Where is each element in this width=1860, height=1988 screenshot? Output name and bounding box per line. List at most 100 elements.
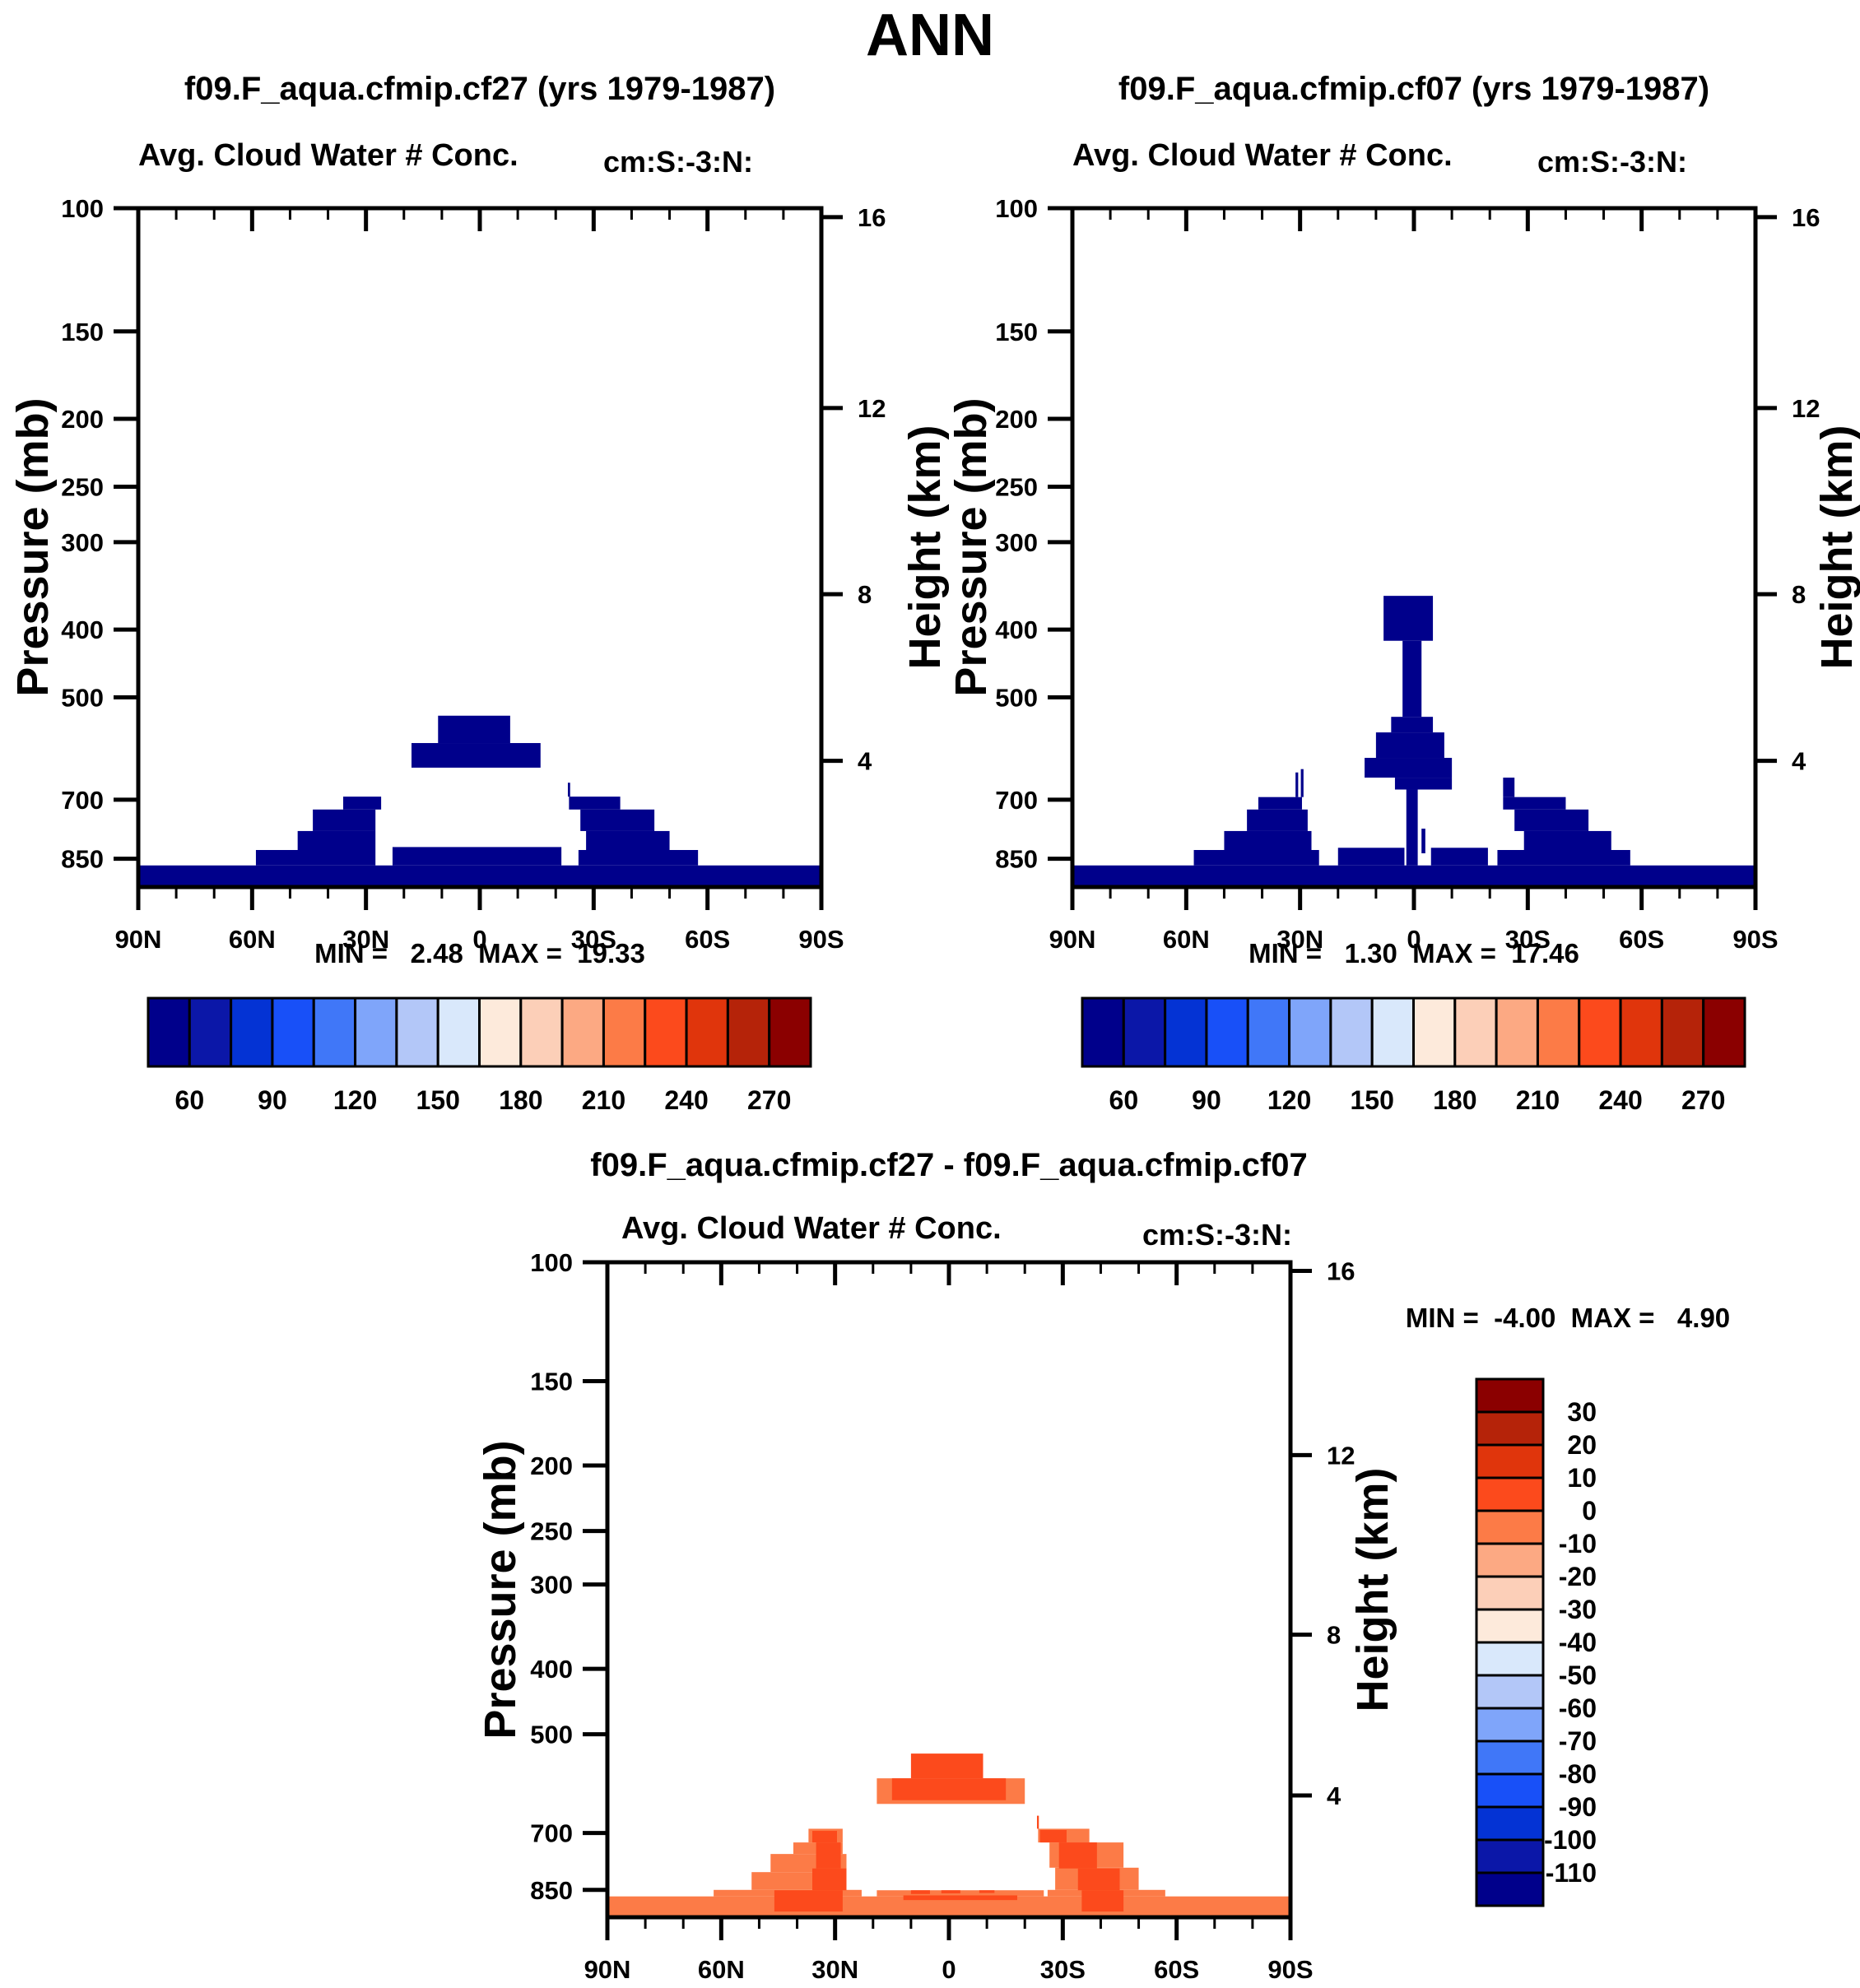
colorbar-label: 120 (333, 1085, 377, 1115)
pressure-tick-label: 200 (530, 1452, 573, 1480)
colorbar-label: 240 (664, 1085, 708, 1115)
pressure-tick-label: 100 (995, 194, 1038, 223)
panel3-minmax: MIN = -4.00 MAX = 4.90 (1405, 1303, 1731, 1333)
height-tick-label: 12 (1327, 1441, 1355, 1470)
colorbar-label: 180 (499, 1085, 542, 1115)
pressure-tick-label: 300 (61, 528, 104, 557)
colorbar-label: 0 (1582, 1496, 1597, 1526)
height-tick-label: 8 (858, 580, 872, 609)
panel-cf07-field (1072, 596, 1755, 887)
pressure-tick-label: 250 (61, 472, 104, 501)
colorbar-label: -70 (1559, 1726, 1597, 1756)
panel1-yaxis-title-left: Pressure (mb) (8, 397, 58, 697)
panel2-units: cm:S:-3:N: (1537, 145, 1687, 179)
pressure-tick-label: 500 (530, 1721, 573, 1749)
panel1-minmax: MIN = 2.48 MAX = 19.33 (314, 938, 645, 968)
colorbar-label: 270 (747, 1085, 791, 1115)
height-tick-label: 4 (858, 747, 872, 776)
height-tick-label: 12 (1792, 394, 1820, 423)
panel2-yaxis-title-left: Pressure (mb) (946, 397, 996, 697)
height-tick-label: 4 (1327, 1781, 1342, 1810)
panel3-subtitle: Avg. Cloud Water # Conc. (621, 1211, 1002, 1246)
pressure-tick-label: 700 (530, 1819, 573, 1848)
colorbar-horizontal-1: 60 90 120 150 180 210 240 270 (146, 996, 812, 1115)
height-tick-label: 4 (1792, 747, 1807, 776)
panel1-units: cm:S:-3:N: (602, 145, 753, 179)
lat-tick-label: 60N (1163, 925, 1210, 954)
panel2-title: f09.F_aqua.cfmip.cf07 (yrs 1979-1987) (1118, 71, 1710, 107)
lat-tick-label: 30S (1040, 1955, 1086, 1984)
colorbar-label: 210 (582, 1085, 625, 1115)
colorbar-label: 120 (1267, 1085, 1311, 1115)
colorbar-label: -110 (1546, 1858, 1597, 1888)
pressure-tick-label: 700 (61, 786, 104, 815)
lat-tick-label: 60S (1619, 925, 1664, 954)
pressure-tick-label: 250 (995, 472, 1038, 501)
panel1-subtitle: Avg. Cloud Water # Conc. (138, 138, 518, 173)
panel2-minmax: MIN = 1.30 MAX = 17.46 (1249, 938, 1579, 968)
panel-cf27: 90N 60N 30N 0 30S 60S 90S 100 150 200 250 300 400 500… (61, 194, 886, 954)
height-tick-label: 16 (1792, 203, 1820, 232)
lat-tick-label: 90S (1732, 925, 1778, 954)
pressure-tick-label: 400 (530, 1655, 573, 1684)
panel-diff: 90N 60N 30N 0 30S 60S 90S 100 150 200 250 300 400 500… (530, 1248, 1355, 1984)
pressure-tick-label: 400 (61, 615, 104, 644)
pressure-tick-label: 200 (61, 405, 104, 434)
pressure-tick-label: 100 (61, 194, 104, 223)
pressure-tick-label: 200 (995, 405, 1038, 434)
panel3-yaxis-title-left: Pressure (mb) (476, 1440, 525, 1740)
height-tick-label: 8 (1327, 1621, 1341, 1650)
colorbar-label: -60 (1559, 1693, 1597, 1723)
height-tick-label: 8 (1792, 580, 1806, 609)
colorbar-label: -10 (1559, 1529, 1597, 1558)
lat-tick-label: 60N (229, 925, 276, 954)
panel3-units: cm:S:-3:N: (1142, 1218, 1292, 1252)
colorbar-label: 10 (1567, 1463, 1597, 1493)
colorbar-label: 60 (175, 1085, 205, 1115)
panel2-subtitle: Avg. Cloud Water # Conc. (1072, 138, 1453, 173)
panel1-title: f09.F_aqua.cfmip.cf27 (yrs 1979-1987) (184, 71, 776, 107)
colorbar-label: -40 (1559, 1628, 1597, 1657)
colorbar-label: 270 (1681, 1085, 1725, 1115)
lat-tick-label: 30N (811, 1955, 858, 1984)
pressure-tick-label: 300 (530, 1571, 573, 1600)
panel3-title: f09.F_aqua.cfmip.cf27 - f09.F_aqua.cfmip… (590, 1147, 1308, 1183)
pressure-tick-label: 100 (530, 1248, 573, 1277)
pressure-tick-label: 150 (995, 318, 1038, 346)
pressure-tick-label: 500 (995, 684, 1038, 713)
pressure-tick-label: 300 (995, 528, 1038, 557)
lat-tick-label: 0 (472, 925, 486, 954)
colorbar-label: -80 (1559, 1759, 1597, 1789)
colorbar-label: 210 (1516, 1085, 1560, 1115)
pressure-tick-label: 150 (530, 1368, 573, 1396)
pressure-tick-label: 850 (530, 1876, 573, 1905)
colorbar-label: 90 (258, 1085, 287, 1115)
panel3-yaxis-title-right: Height (km) (1348, 1467, 1397, 1712)
colorbar-label: 90 (1192, 1085, 1221, 1115)
colorbar-horizontal-2: 60 90 120 150 180 210 240 270 (1081, 996, 1746, 1115)
colorbar-label: 180 (1433, 1085, 1476, 1115)
panel-cf27-field (138, 715, 821, 887)
panel-diff-field (607, 1753, 1290, 1917)
panel1-yaxis-title-right: Height (km) (900, 425, 950, 670)
lat-tick-label: 30N (1276, 925, 1323, 954)
pressure-tick-label: 400 (995, 615, 1038, 644)
lat-tick-label: 60S (685, 925, 730, 954)
colorbar-label: 30 (1567, 1397, 1597, 1427)
lat-tick-label: 60N (698, 1955, 745, 1984)
lat-tick-label: 0 (1407, 925, 1421, 954)
pressure-tick-label: 500 (61, 684, 104, 713)
pressure-tick-label: 700 (995, 786, 1038, 815)
colorbar-label: -100 (1544, 1825, 1597, 1855)
colorbar-label: 150 (1350, 1085, 1393, 1115)
lat-tick-label: 0 (942, 1955, 956, 1984)
colorbar-label: -50 (1559, 1661, 1597, 1690)
lat-tick-label: 90S (1267, 1955, 1313, 1984)
lat-tick-label: 30N (342, 925, 389, 954)
colorbar-label: 240 (1598, 1085, 1642, 1115)
lat-tick-label: 90S (798, 925, 844, 954)
lat-tick-label: 60S (1154, 1955, 1199, 1984)
lat-tick-label: 90N (584, 1955, 631, 1984)
